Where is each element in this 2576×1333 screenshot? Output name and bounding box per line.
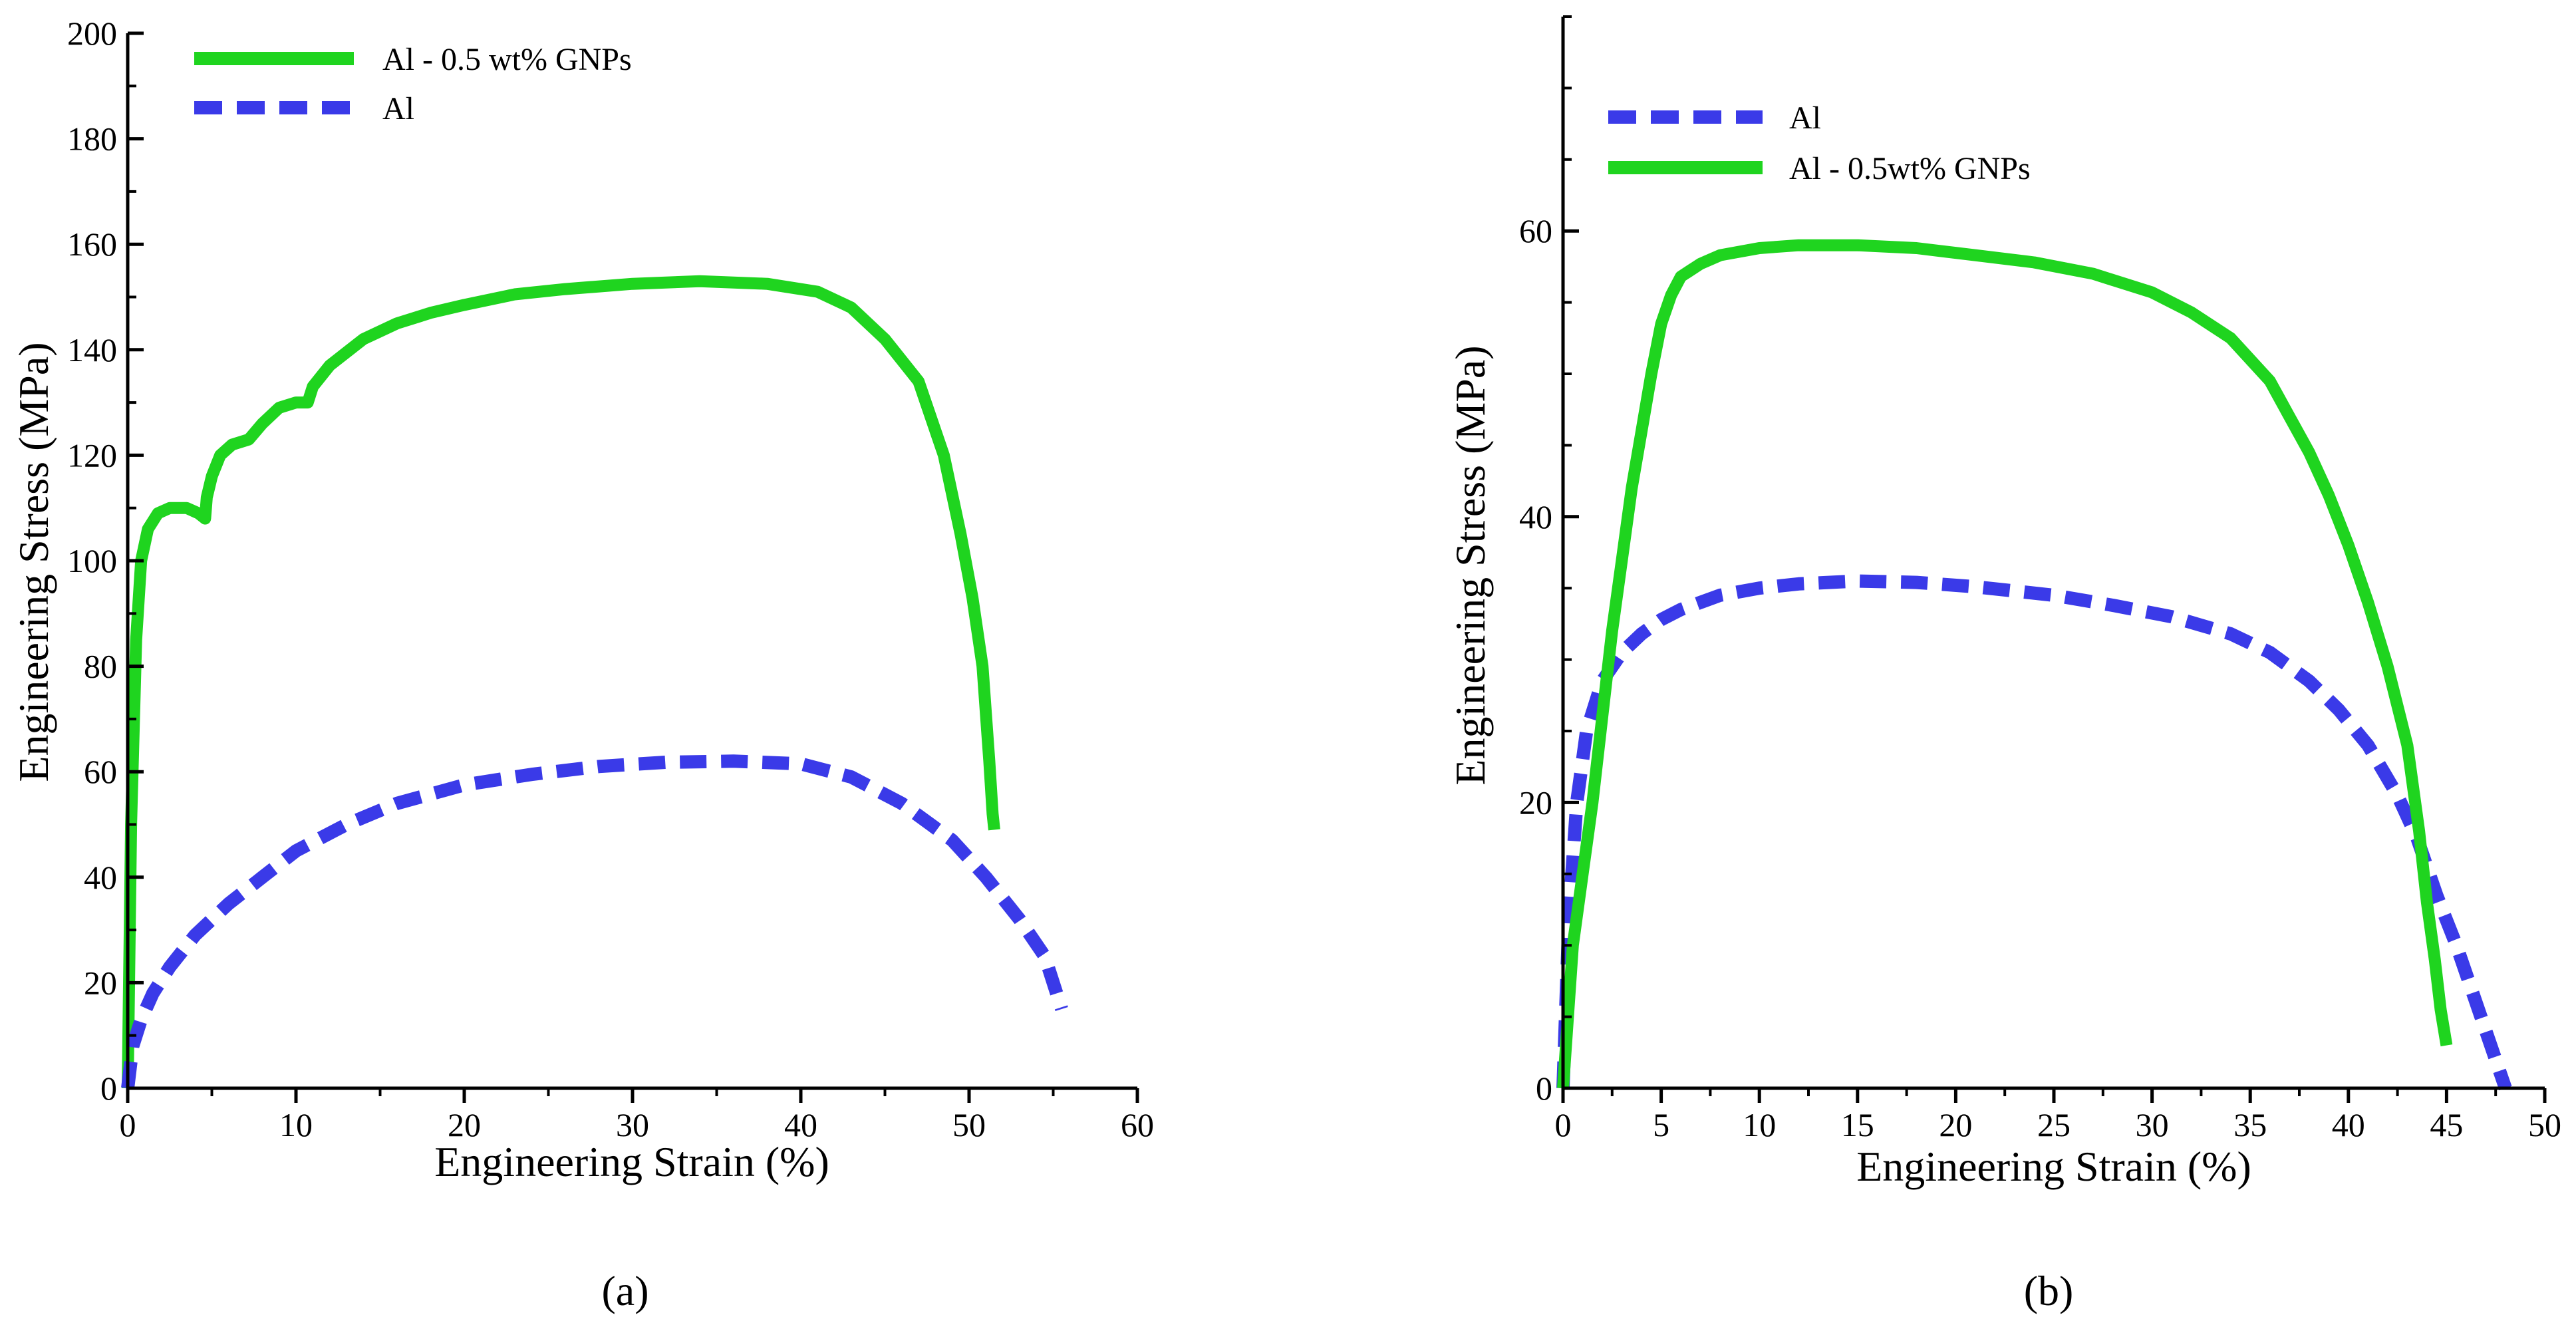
panel-a-y-tick-label: 200 bbox=[67, 15, 117, 52]
panel-b-x-tick-label: 20 bbox=[1939, 1106, 1972, 1143]
panel-b-y-tick-label: 0 bbox=[1536, 1070, 1552, 1107]
panel-b-x-tick-label: 30 bbox=[2136, 1106, 2169, 1143]
panel-b-x-tick-label: 0 bbox=[1555, 1106, 1572, 1143]
panel-b-legend: Al Al - 0.5wt% GNPs bbox=[1608, 100, 2031, 186]
panel-b-legend-label-gnp: Al - 0.5wt% GNPs bbox=[1789, 151, 2031, 186]
panel-b-x-tick-label: 25 bbox=[2037, 1106, 2071, 1143]
panel-a-y-tick-label: 100 bbox=[67, 542, 117, 579]
panel-a-x-axis-title: Engineering Strain (%) bbox=[434, 1138, 829, 1185]
panel-a-y-tick-label: 140 bbox=[67, 331, 117, 369]
panel-a-x-tick-label: 20 bbox=[448, 1106, 481, 1143]
panel-b-y-tick-label: 60 bbox=[1519, 212, 1552, 249]
panel-a-y-tick-label: 20 bbox=[84, 964, 117, 1001]
panel-a-chart: 0 10 20 30 40 50 60 0 20 40 60 80 100 120 140 160 180 200… bbox=[10, 15, 1154, 1314]
panel-b-y-tick-label: 20 bbox=[1519, 784, 1552, 821]
panel-a-y-axis-title: Engineering Stress (MPa) bbox=[10, 342, 57, 782]
panel-a-y-tick-label: 0 bbox=[100, 1070, 117, 1107]
panel-b-x-tick-label: 35 bbox=[2233, 1106, 2267, 1143]
panel-b-x-tick-label: 5 bbox=[1653, 1106, 1669, 1143]
panel-a-y-tick-label: 120 bbox=[67, 436, 117, 474]
panel-a-y-tick-label: 80 bbox=[84, 648, 117, 685]
panel-b-y-axis-title: Engineering Stress (MPa) bbox=[1447, 345, 1494, 785]
panel-a-legend: Al - 0.5 wt% GNPs Al bbox=[194, 42, 632, 126]
panel-b-y-tick-label: 40 bbox=[1519, 498, 1552, 535]
panel-a-series-line-gnp bbox=[122, 275, 1000, 1089]
panel-b-chart: 0 5 10 15 20 25 30 35 40 45 50 0 20 40 60 Engineering … bbox=[1447, 15, 2561, 1314]
panel-a-series-layer bbox=[121, 275, 1068, 1090]
panel-b-x-tick-label: 50 bbox=[2528, 1106, 2561, 1143]
panel-a-legend-label-al: Al bbox=[382, 91, 414, 126]
panel-a-legend-label-gnp: Al - 0.5 wt% GNPs bbox=[382, 42, 632, 77]
panel-a-x-tick-label: 40 bbox=[784, 1106, 817, 1143]
panel-a-y-tick-label: 160 bbox=[67, 225, 117, 263]
panel-b-x-tick-label: 45 bbox=[2430, 1106, 2463, 1143]
panel-a-x-tick-label: 50 bbox=[952, 1106, 986, 1143]
panel-a-series-line-al bbox=[121, 754, 1068, 1090]
panel-a-x-tick-label: 10 bbox=[279, 1106, 313, 1143]
panel-a-x-tick-label: 30 bbox=[616, 1106, 649, 1143]
panel-b-series-layer bbox=[1556, 239, 2512, 1091]
panel-a-y-tick-label: 60 bbox=[84, 753, 117, 790]
panel-a-x-tick-label: 0 bbox=[120, 1106, 136, 1143]
panel-a-x-tick-label: 60 bbox=[1121, 1106, 1154, 1143]
panel-a-y-tick-label: 40 bbox=[84, 859, 117, 896]
panel-b-ticks: 0 5 10 15 20 25 30 35 40 45 50 0 20 40 60 bbox=[1519, 15, 2561, 1143]
panel-b-x-tick-label: 10 bbox=[1743, 1106, 1776, 1143]
panel-b-series-line-gnp bbox=[1557, 239, 2453, 1089]
panel-a-y-tick-label: 180 bbox=[67, 120, 117, 158]
panel-b-x-tick-label: 15 bbox=[1841, 1106, 1874, 1143]
panel-b-x-tick-label: 40 bbox=[2332, 1106, 2365, 1143]
panel-b-legend-label-al: Al bbox=[1789, 100, 1821, 136]
panel-b-x-axis-title: Engineering Strain (%) bbox=[1856, 1143, 2251, 1190]
panel-a-ticks: 0 10 20 30 40 50 60 0 20 40 60 80 100 120 140 160 180 200 bbox=[67, 15, 1154, 1143]
panel-a-label: (a) bbox=[601, 1267, 648, 1314]
panel-b-label: (b) bbox=[2024, 1267, 2074, 1314]
